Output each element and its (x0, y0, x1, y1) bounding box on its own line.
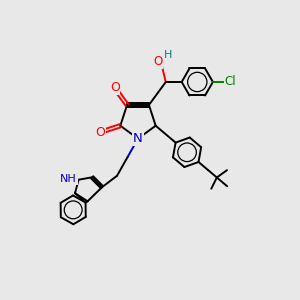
Text: O: O (95, 126, 105, 139)
Text: O: O (153, 56, 162, 68)
Text: H: H (164, 50, 172, 60)
Text: Cl: Cl (224, 76, 236, 88)
Text: O: O (110, 82, 120, 94)
Text: N: N (133, 132, 143, 145)
Text: NH: NH (60, 174, 77, 184)
